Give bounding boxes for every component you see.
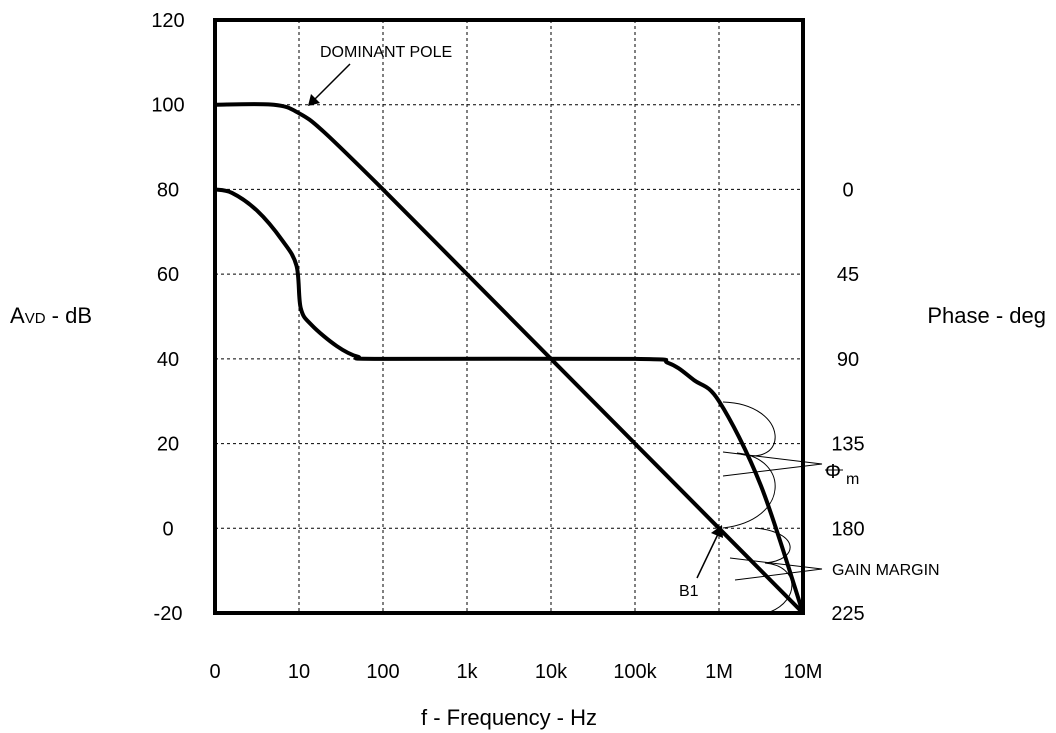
x-tick-label: 100 xyxy=(366,661,399,683)
x-axis-label: f - Frequency - Hz xyxy=(421,705,597,730)
phase-margin-annotation xyxy=(722,401,843,529)
phase-margin-pointer xyxy=(722,451,823,477)
x-tick-label: 0 xyxy=(209,661,220,683)
phase-series-line xyxy=(215,187,803,613)
b1-annotation: B1 xyxy=(679,525,723,600)
gain-margin-brace xyxy=(754,527,793,613)
dominant-pole-arrow-line xyxy=(311,63,351,103)
y2-tick-label: 45 xyxy=(837,264,859,286)
gain-margin-label: GAIN MARGIN xyxy=(832,562,940,579)
b1-arrow-head xyxy=(711,525,723,538)
x-tick-label: 1k xyxy=(456,661,478,683)
y-tick-label: 20 xyxy=(157,434,179,456)
y2-axis-label: Phase - deg xyxy=(927,303,1046,328)
b1-label: B1 xyxy=(679,583,699,600)
x-tick-label: 10k xyxy=(535,661,568,683)
dominant-pole-annotation: DOMINANT POLE xyxy=(308,44,452,106)
gain-margin-annotation xyxy=(729,527,823,613)
y-tick-label: 120 xyxy=(151,10,184,32)
y2-tick-label: 0 xyxy=(842,179,853,201)
y-axis-ticks: 120 100 80 60 40 20 0 -20 xyxy=(151,10,184,625)
y-axis-label: AVD - dB xyxy=(10,303,92,328)
x-tick-label: 10M xyxy=(784,661,823,683)
y-tick-label: 40 xyxy=(157,349,179,371)
x-tick-label: 100k xyxy=(613,661,657,683)
y2-tick-label: 90 xyxy=(837,349,859,371)
phase-margin-subscript: m xyxy=(846,471,859,488)
plot-frame xyxy=(213,18,805,615)
b1-arrow-line xyxy=(696,531,720,579)
gain-margin-pointer xyxy=(729,557,823,581)
dominant-pole-arrow-head xyxy=(308,94,320,106)
y-tick-label: 80 xyxy=(157,179,179,201)
x-axis-ticks: 0 10 100 1k 10k 100k 1M 10M xyxy=(209,661,822,683)
y2-tick-label: 135 xyxy=(831,434,864,456)
phase-margin-symbol: Φ xyxy=(825,461,841,483)
y2-tick-label: 180 xyxy=(831,518,864,540)
y-tick-label: -20 xyxy=(154,603,183,625)
y-tick-label: 0 xyxy=(162,518,173,540)
x-tick-label: 1M xyxy=(705,661,733,683)
phase-margin-brace xyxy=(722,401,776,529)
y2-tick-label: 225 xyxy=(831,603,864,625)
y2-axis-ticks: 0 45 90 135 180 225 xyxy=(831,179,864,625)
y-tick-label: 100 xyxy=(151,95,184,117)
y-tick-label: 60 xyxy=(157,264,179,286)
dominant-pole-label: DOMINANT POLE xyxy=(320,44,452,61)
x-tick-label: 10 xyxy=(288,661,310,683)
